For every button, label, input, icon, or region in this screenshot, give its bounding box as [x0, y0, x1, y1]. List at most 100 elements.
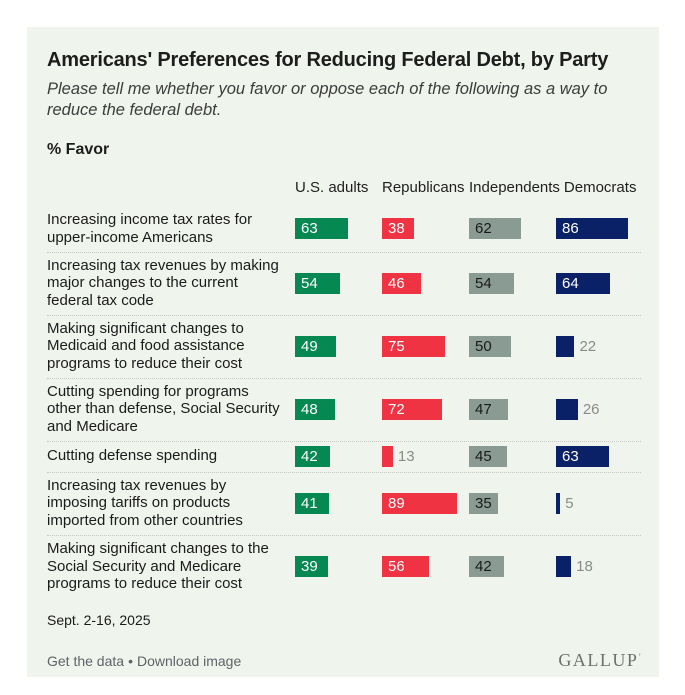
chart-title: Americans' Preferences for Reducing Fede… [47, 49, 609, 71]
bar-cell-republicans: 46 [382, 272, 469, 294]
bar-cell-republicans: 72 [382, 398, 469, 420]
bar-democrats [556, 335, 575, 357]
bar-value: 42 [475, 557, 492, 575]
bar-cell-independents: 54 [469, 272, 556, 294]
bar-value: 54 [301, 274, 318, 292]
bar-value: 63 [562, 447, 579, 465]
bar-republicans [382, 445, 393, 467]
row-label: Making significant changes to the Social… [47, 539, 269, 593]
chart-row: Making significant changes to the Social… [47, 536, 641, 598]
bar-value: 47 [475, 400, 492, 418]
column-header-row: U.S. adults Republicans Independents Dem… [47, 169, 641, 207]
bar-value: 48 [301, 400, 318, 418]
bar-cell-republicans: 89 [382, 492, 469, 514]
bar-democrats [556, 492, 561, 514]
link-separator: • [128, 652, 133, 669]
bar-cell-u-s-adults: 48 [295, 398, 382, 420]
bar-cell-u-s-adults: 63 [295, 218, 382, 240]
bar-u-s-adults: 42 [295, 445, 331, 467]
chart-row: Cutting spending for programs other than… [47, 379, 641, 442]
bar-u-s-adults: 41 [295, 492, 330, 514]
bar-value: 35 [475, 494, 492, 512]
bar-u-s-adults: 54 [295, 272, 341, 294]
bar-u-s-adults: 48 [295, 398, 336, 420]
bar-cell-u-s-adults: 54 [295, 272, 382, 294]
bar-u-s-adults: 63 [295, 218, 348, 240]
bar-cell-u-s-adults: 41 [295, 492, 382, 514]
bar-cell-democrats: 22 [556, 335, 643, 357]
bar-cell-independents: 42 [469, 555, 556, 577]
bar-cell-independents: 45 [469, 445, 556, 467]
bar-republicans: 56 [382, 555, 430, 577]
chart-rows: Increasing income tax rates for upper-in… [47, 207, 641, 598]
bar-cell-u-s-adults: 39 [295, 555, 382, 577]
column-header-independents: Independents [469, 178, 560, 196]
bar-value: 72 [388, 400, 405, 418]
chart-card: Americans' Preferences for Reducing Fede… [27, 27, 659, 677]
bar-independents: 50 [469, 335, 511, 357]
chart-row: Increasing tax revenues by making major … [47, 253, 641, 316]
bar-cell-democrats: 18 [556, 555, 643, 577]
bar-democrats [556, 398, 578, 420]
bar-cell-democrats: 63 [556, 445, 643, 467]
column-header-democrats: Democrats [563, 178, 637, 196]
get-the-data-link[interactable]: Get the data [47, 652, 125, 669]
bar-cell-republicans: 75 [382, 335, 469, 357]
column-header-republicans: Republicans [382, 178, 465, 196]
bar-cell-independents: 47 [469, 398, 556, 420]
bar-cell-democrats: 86 [556, 218, 643, 240]
row-label: Increasing income tax rates for upper-in… [47, 211, 253, 246]
row-label: Increasing tax revenues by imposing tari… [47, 476, 243, 530]
column-header-us-adults: U.S. adults [295, 178, 369, 196]
bar-u-s-adults: 39 [295, 555, 328, 577]
survey-date: Sept. 2-16, 2025 [47, 611, 151, 628]
bar-value: 38 [388, 220, 405, 238]
value-axis-label: % Favor [47, 141, 110, 159]
bar-independents: 47 [469, 398, 509, 420]
bar-cell-u-s-adults: 49 [295, 335, 382, 357]
bar-value: 49 [301, 337, 318, 355]
bar-value: 89 [388, 494, 405, 512]
bar-cell-democrats: 64 [556, 272, 643, 294]
bar-cell-u-s-adults: 42 [295, 445, 382, 467]
footer-links: Get the data • Download image [47, 653, 241, 669]
bar-value: 62 [475, 220, 492, 238]
row-label: Cutting spending for programs other than… [47, 382, 280, 436]
download-image-link[interactable]: Download image [136, 652, 242, 669]
bar-independents: 42 [469, 555, 505, 577]
bar-cell-independents: 62 [469, 218, 556, 240]
bar-independents: 45 [469, 445, 507, 467]
bar-value: 75 [388, 337, 405, 355]
bar-independents: 35 [469, 492, 499, 514]
bar-value: 63 [301, 220, 318, 238]
chart-row: Increasing tax revenues by imposing tari… [47, 473, 641, 536]
bar-democrats: 64 [556, 272, 610, 294]
bar-value: 42 [301, 447, 318, 465]
bar-cell-republicans: 56 [382, 555, 469, 577]
bar-value: 18 [576, 557, 593, 575]
bar-republicans: 38 [382, 218, 414, 240]
bar-value: 50 [475, 337, 492, 355]
bar-republicans: 72 [382, 398, 443, 420]
bar-value: 64 [562, 274, 579, 292]
bar-value: 46 [388, 274, 405, 292]
bar-value: 5 [565, 494, 574, 512]
bar-cell-democrats: 26 [556, 398, 643, 420]
bar-republicans: 89 [382, 492, 457, 514]
bar-democrats [556, 555, 572, 577]
bar-value: 45 [475, 447, 492, 465]
bar-cell-independents: 35 [469, 492, 556, 514]
bar-cell-republicans: 13 [382, 445, 469, 467]
bar-u-s-adults: 49 [295, 335, 337, 357]
bar-democrats: 63 [556, 445, 609, 467]
bar-independents: 54 [469, 272, 515, 294]
bar-cell-independents: 50 [469, 335, 556, 357]
bar-value: 26 [582, 400, 600, 418]
chart-footer: Get the data • Download image GALLUP’ [47, 650, 641, 671]
bar-republicans: 46 [382, 272, 421, 294]
row-label: Cutting defense spending [47, 447, 218, 465]
bar-cell-democrats: 5 [556, 492, 643, 514]
bar-value: 54 [475, 274, 492, 292]
chart-row: Making significant changes to Medicaid a… [47, 316, 641, 379]
bar-cell-republicans: 38 [382, 218, 469, 240]
